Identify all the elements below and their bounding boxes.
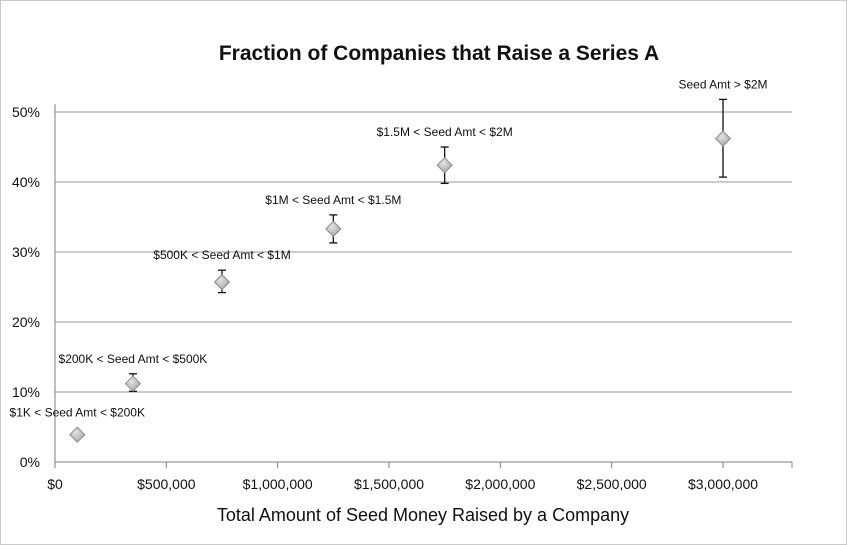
x-tick-label: $500,000: [137, 476, 196, 492]
data-point: [213, 273, 231, 291]
y-tick-label: 0%: [20, 454, 40, 470]
data-point: [69, 426, 86, 443]
point-annotation: $1.5M < Seed Amt < $2M: [377, 125, 513, 139]
x-axis-label: Total Amount of Seed Money Raised by a C…: [217, 505, 629, 525]
point-annotation: $500K < Seed Amt < $1M: [153, 248, 290, 262]
y-tick-label: 40%: [12, 174, 40, 190]
data-point: [436, 156, 453, 174]
x-tick-label: $0: [47, 476, 63, 492]
point-annotation: Seed Amt > $2M: [678, 77, 767, 91]
x-tick-label: $2,500,000: [577, 476, 647, 492]
y-tick-label: 10%: [12, 384, 40, 400]
chart-title: Fraction of Companies that Raise a Serie…: [219, 42, 659, 65]
y-tick-label: 20%: [12, 314, 40, 330]
x-tick-label: $1,500,000: [354, 476, 424, 492]
y-tick-label: 50%: [12, 104, 40, 120]
point-annotation: $200K < Seed Amt < $500K: [59, 352, 208, 366]
y-tick-label: 30%: [12, 244, 40, 260]
x-tick-label: $3,000,000: [688, 476, 758, 492]
x-tick-label: $2,000,000: [465, 476, 535, 492]
point-annotation: $1K < Seed Amt < $200K: [10, 406, 145, 420]
data-point: [325, 220, 342, 238]
x-tick-label: $1,000,000: [243, 476, 313, 492]
point-annotation: $1M < Seed Amt < $1.5M: [265, 193, 401, 207]
data-point: [714, 130, 732, 147]
data-point: [124, 375, 142, 392]
